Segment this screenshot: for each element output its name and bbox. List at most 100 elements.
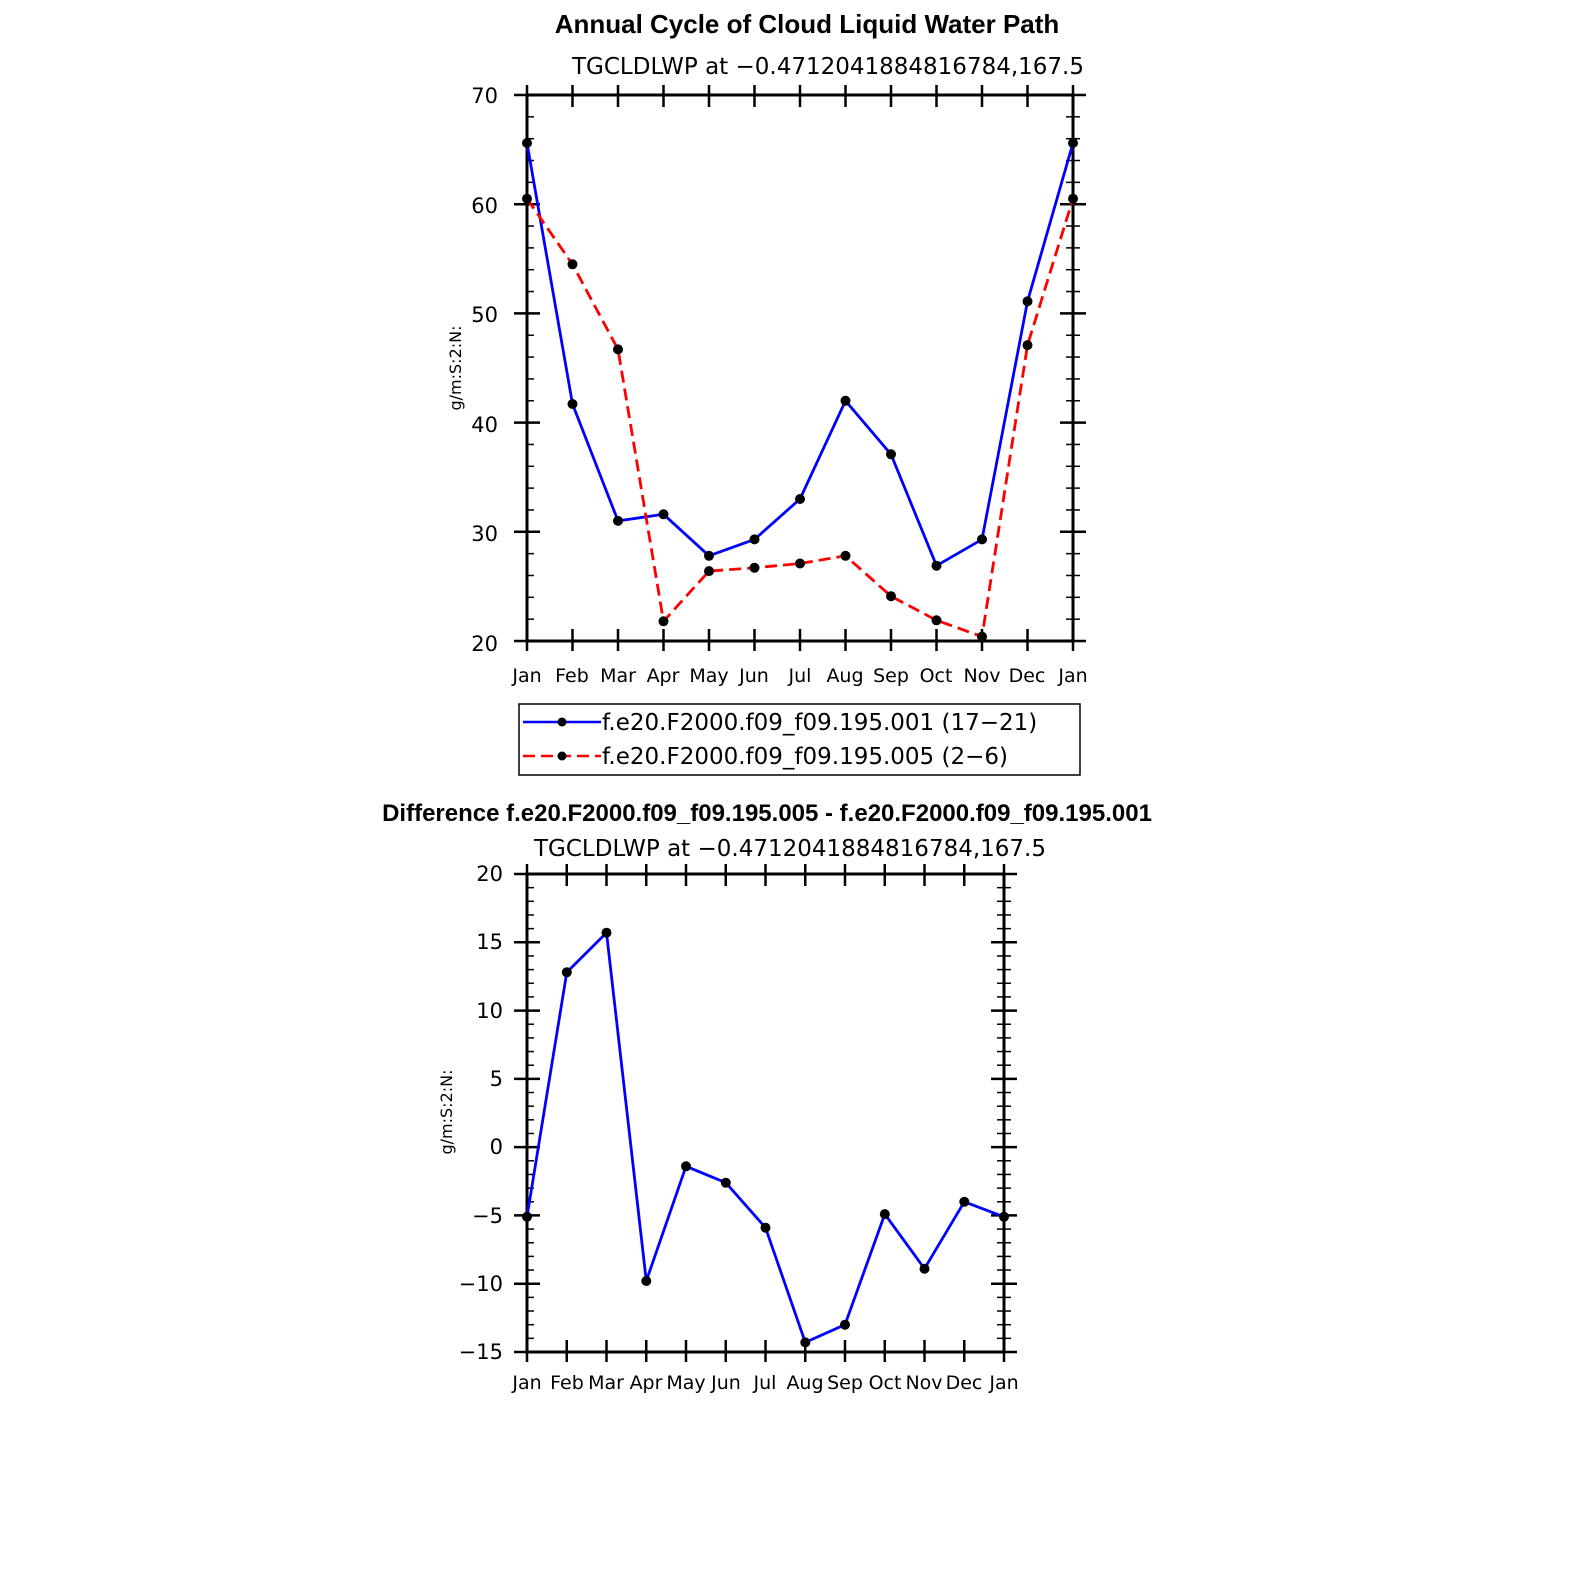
- y-tick-label: 50: [471, 303, 498, 327]
- bottom-series-1-point: [681, 1161, 691, 1172]
- top-series-2-point: [1068, 193, 1078, 204]
- top-series-2-point: [977, 631, 987, 642]
- top-series-1-point: [704, 550, 714, 561]
- bottom-chart-y-tick-labels: 20 15 10 5 0 −5 −10 −15: [459, 862, 503, 1364]
- y-tick-label: 40: [471, 413, 498, 437]
- x-tick-label: Jan: [511, 665, 541, 687]
- x-tick-label: Feb: [550, 1372, 584, 1394]
- y-tick-label: 0: [490, 1135, 503, 1159]
- bottom-chart-y-axis-label: g/m:S:2:N:: [437, 1070, 456, 1155]
- bottom-series-1-point: [800, 1337, 811, 1348]
- y-tick-label: 10: [476, 999, 503, 1023]
- top-chart: Annual Cycle of Cloud Liquid Water Path …: [446, 9, 1088, 776]
- top-series-1-point: [749, 534, 760, 545]
- top-chart-legend: f.e20.F2000.f09_f09.195.001 (17−21) f.e2…: [518, 703, 1081, 776]
- bottom-chart-plot-frame: [525, 872, 1006, 1354]
- top-series-1-point: [1068, 138, 1078, 148]
- y-tick-label: 30: [471, 522, 498, 546]
- bottom-series-1-point: [959, 1196, 970, 1207]
- x-tick-label: Oct: [869, 1372, 902, 1394]
- bottom-series-1-point: [879, 1209, 890, 1220]
- top-series-1-point: [613, 515, 623, 526]
- x-tick-label: Apr: [630, 1372, 663, 1394]
- top-series-2-line: [525, 197, 1075, 638]
- bottom-series-1-point: [641, 1276, 652, 1286]
- x-tick-label: Nov: [905, 1372, 942, 1394]
- top-chart-axes: [514, 85, 1086, 651]
- x-tick-label: Jul: [788, 665, 812, 687]
- bottom-series-1-line: [525, 931, 1005, 1344]
- top-series-1-point: [795, 494, 805, 504]
- bottom-series-1-point: [522, 1211, 532, 1222]
- x-tick-label: Jan: [988, 1372, 1018, 1394]
- top-series-1-point: [977, 534, 987, 545]
- legend-marker-series-2: [557, 751, 567, 761]
- top-chart-y-tick-labels: 70 60 50 40 30 20: [471, 84, 498, 656]
- x-tick-label: Apr: [647, 665, 680, 687]
- x-tick-label: May: [689, 665, 728, 687]
- y-tick-label: −15: [459, 1340, 503, 1364]
- top-series-1-point: [567, 399, 578, 409]
- bottom-chart: Difference f.e20.F2000.f09_f09.195.005 -…: [382, 800, 1152, 1394]
- x-tick-label: Sep: [873, 665, 909, 687]
- y-tick-label: −5: [472, 1204, 503, 1228]
- legend-marker-series-1: [557, 717, 567, 727]
- top-series-1-point: [931, 560, 942, 571]
- x-tick-label: Jun: [738, 665, 769, 687]
- top-series-2-point: [840, 550, 851, 561]
- x-tick-label: Feb: [555, 665, 589, 687]
- bottom-series-1-point: [919, 1263, 930, 1274]
- y-tick-label: 5: [490, 1067, 503, 1091]
- top-chart-series: [522, 138, 1078, 642]
- legend-label-series-2: f.e20.F2000.f09_f09.195.005 (2−6): [602, 744, 1008, 770]
- top-series-2-point: [567, 259, 578, 270]
- bottom-chart-axes: [514, 864, 1017, 1362]
- y-tick-label: 20: [476, 862, 503, 886]
- x-tick-label: Jan: [1057, 665, 1087, 687]
- x-tick-label: Jun: [710, 1372, 741, 1394]
- x-tick-label: May: [666, 1372, 705, 1394]
- legend-box: [518, 703, 1081, 776]
- y-tick-label: 60: [471, 194, 498, 218]
- top-series-2-point: [704, 566, 714, 577]
- top-series-1-point: [886, 449, 896, 460]
- top-series-1-point: [522, 138, 532, 148]
- top-series-2-point: [749, 562, 760, 573]
- bottom-chart-x-tick-labels: Jan Feb Mar Apr May Jun Jul Aug Sep Oct …: [511, 1372, 1018, 1394]
- top-chart-x-tick-labels: Jan Feb Mar Apr May Jun Jul Aug Sep Oct …: [511, 665, 1087, 687]
- y-tick-label: 15: [476, 930, 503, 954]
- top-series-2-point: [886, 591, 896, 602]
- y-tick-label: −10: [459, 1272, 503, 1296]
- y-tick-label: 70: [471, 84, 498, 108]
- bottom-chart-title: Difference f.e20.F2000.f09_f09.195.005 -…: [382, 800, 1152, 827]
- y-tick-label: 20: [471, 632, 498, 656]
- top-chart-title: Annual Cycle of Cloud Liquid Water Path: [555, 9, 1060, 39]
- top-series-2-point: [931, 615, 942, 626]
- x-tick-label: Dec: [1009, 665, 1046, 687]
- bottom-chart-series: [522, 927, 1009, 1348]
- top-series-2-point: [795, 558, 805, 569]
- bottom-series-1-point: [760, 1222, 771, 1233]
- x-tick-label: Jan: [511, 1372, 541, 1394]
- top-chart-subtitle: TGCLDLWP at −0.4712041884816784,167.5: [571, 54, 1084, 80]
- x-tick-label: Mar: [588, 1372, 624, 1394]
- legend-label-series-1: f.e20.F2000.f09_f09.195.001 (17−21): [602, 710, 1037, 736]
- top-series-2-point: [658, 616, 669, 627]
- x-tick-label: Jul: [753, 1372, 777, 1394]
- x-tick-label: Oct: [920, 665, 953, 687]
- top-series-2-point: [522, 193, 532, 204]
- bottom-series-1-point: [720, 1177, 731, 1188]
- bottom-series-1-point: [840, 1319, 850, 1330]
- bottom-series-1-point: [561, 967, 572, 978]
- x-tick-label: Sep: [827, 1372, 863, 1394]
- x-tick-label: Aug: [786, 1372, 823, 1394]
- bottom-series-1-point: [999, 1211, 1009, 1222]
- top-series-2-point: [1022, 340, 1033, 351]
- top-series-2-point: [613, 344, 623, 355]
- x-tick-label: Aug: [826, 665, 863, 687]
- x-tick-label: Nov: [963, 665, 1000, 687]
- bottom-chart-subtitle: TGCLDLWP at −0.4712041884816784,167.5: [533, 836, 1046, 862]
- top-series-1-point: [1022, 296, 1033, 307]
